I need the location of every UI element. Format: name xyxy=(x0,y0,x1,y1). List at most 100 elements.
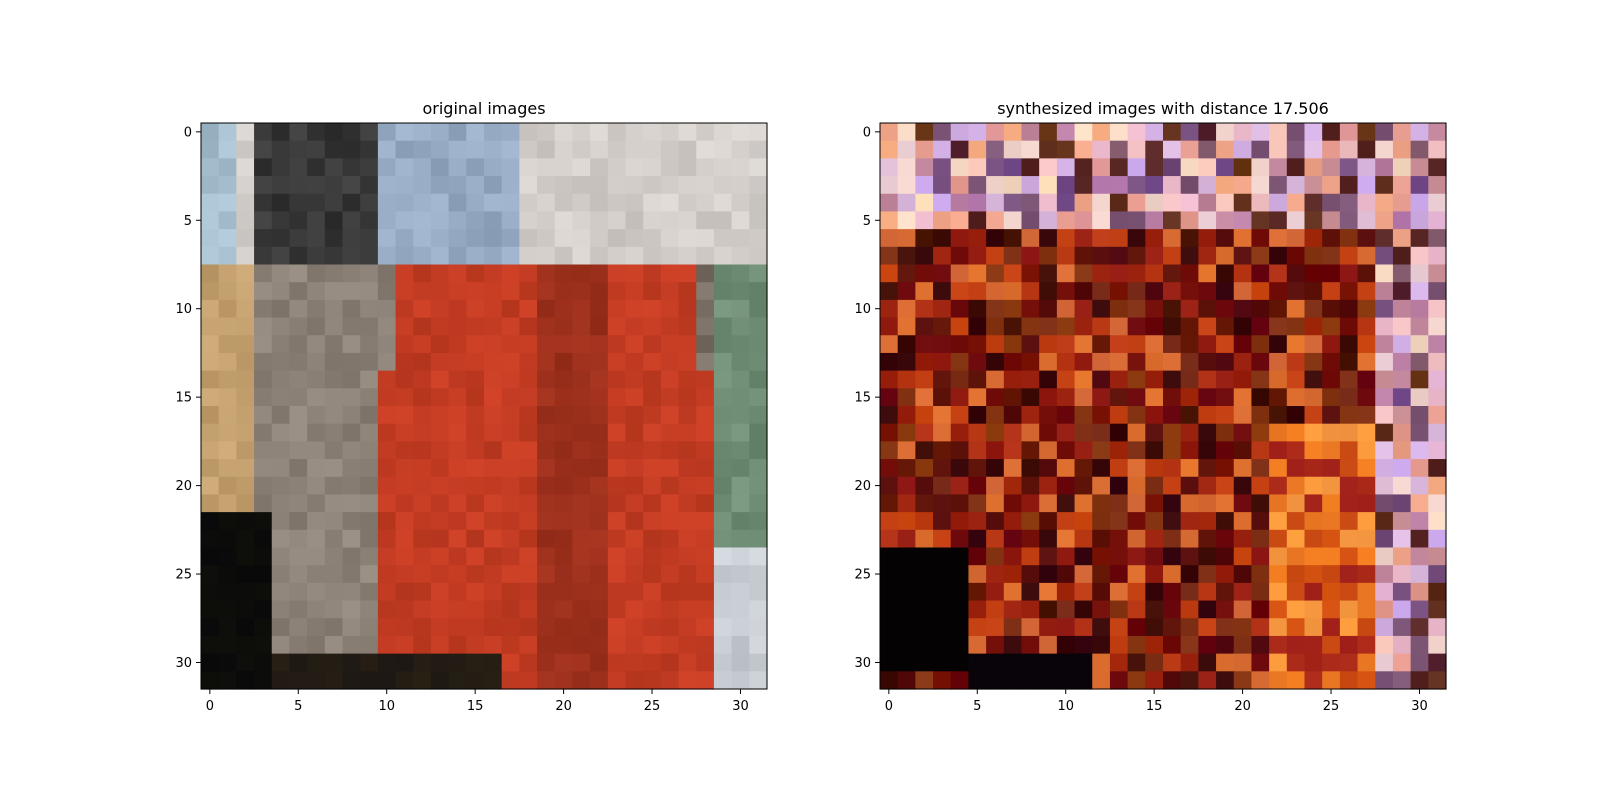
image-pixel xyxy=(1269,317,1288,336)
image-pixel xyxy=(915,211,934,230)
image-pixel xyxy=(1056,282,1076,301)
image-pixel xyxy=(1163,335,1182,354)
image-pixel xyxy=(678,282,697,301)
image-pixel xyxy=(678,618,697,637)
image-pixel xyxy=(413,229,432,248)
image-pixel xyxy=(1428,406,1447,425)
image-pixel xyxy=(1127,671,1146,690)
image-pixel xyxy=(660,459,680,478)
image-pixel xyxy=(625,635,644,655)
image-pixel xyxy=(950,123,970,142)
image-pixel xyxy=(678,352,697,372)
image-pixel xyxy=(625,671,644,690)
image-pixel xyxy=(1180,671,1199,690)
image-pixel xyxy=(1322,653,1341,672)
image-pixel xyxy=(660,565,680,584)
image-pixel xyxy=(448,370,467,389)
image-pixel xyxy=(572,565,591,584)
image-pixel xyxy=(395,370,414,389)
image-pixel xyxy=(1216,282,1235,301)
image-pixel xyxy=(236,547,255,566)
image-pixel xyxy=(413,264,432,283)
y-tick-label: 10 xyxy=(854,302,871,317)
image-pixel xyxy=(271,547,291,566)
image-pixel xyxy=(1056,635,1076,655)
image-pixel xyxy=(660,370,680,389)
image-pixel xyxy=(1304,282,1323,301)
image-pixel xyxy=(271,123,291,142)
x-tick-label: 5 xyxy=(294,699,302,714)
image-pixel xyxy=(466,618,485,637)
image-pixel xyxy=(448,512,467,531)
image-pixel xyxy=(678,406,697,425)
image-pixel xyxy=(218,600,237,619)
image-pixel xyxy=(880,176,899,195)
image-pixel xyxy=(537,388,556,407)
image-pixel xyxy=(324,176,344,195)
image-pixel xyxy=(1180,423,1199,442)
image-pixel xyxy=(360,547,379,566)
image-pixel xyxy=(1039,512,1058,531)
image-pixel xyxy=(1410,176,1429,195)
image-pixel xyxy=(1039,529,1058,549)
image-pixel xyxy=(484,317,503,336)
image-pixel xyxy=(749,635,768,655)
image-pixel xyxy=(1163,565,1182,584)
image-pixel xyxy=(1216,441,1235,460)
image-pixel xyxy=(950,264,970,283)
image-pixel xyxy=(1180,494,1199,513)
image-pixel xyxy=(1286,370,1306,389)
image-pixel xyxy=(1074,264,1093,283)
image-pixel xyxy=(448,529,467,549)
image-pixel xyxy=(1410,494,1429,513)
image-pixel xyxy=(986,547,1005,566)
image-pixel xyxy=(1074,370,1093,389)
image-pixel xyxy=(897,618,916,637)
image-pixel xyxy=(590,158,609,177)
image-pixel xyxy=(643,176,662,195)
image-pixel xyxy=(201,441,220,460)
image-pixel xyxy=(201,193,220,213)
image-pixel xyxy=(1109,388,1129,407)
image-pixel xyxy=(395,441,414,460)
image-pixel xyxy=(1286,211,1306,230)
image-pixel xyxy=(1392,671,1412,690)
image-pixel xyxy=(377,441,397,460)
image-pixel xyxy=(1056,299,1076,319)
image-pixel xyxy=(696,282,715,301)
image-pixel xyxy=(1021,512,1040,531)
image-pixel xyxy=(413,494,432,513)
image-pixel xyxy=(413,352,432,372)
image-pixel xyxy=(897,282,916,301)
image-pixel xyxy=(1233,547,1253,566)
image-pixel xyxy=(660,529,680,549)
image-pixel xyxy=(678,547,697,566)
image-pixel xyxy=(271,299,291,319)
image-pixel xyxy=(1163,512,1182,531)
image-pixel xyxy=(1163,370,1182,389)
image-pixel xyxy=(1003,246,1023,266)
image-pixel xyxy=(731,264,750,283)
image-pixel xyxy=(466,317,485,336)
image-pixel xyxy=(1269,229,1288,248)
image-pixel xyxy=(625,193,644,213)
image-pixel xyxy=(307,335,326,354)
image-pixel xyxy=(968,529,987,549)
image-pixel xyxy=(413,140,432,159)
image-pixel xyxy=(201,529,220,549)
image-pixel xyxy=(501,600,520,619)
image-pixel xyxy=(968,246,987,266)
image-pixel xyxy=(1198,282,1217,301)
image-pixel xyxy=(501,547,520,566)
image-pixel xyxy=(880,264,899,283)
image-pixel xyxy=(519,653,538,672)
image-pixel xyxy=(377,123,397,142)
image-pixel xyxy=(271,529,291,549)
image-pixel xyxy=(1180,352,1199,372)
image-pixel xyxy=(643,406,662,425)
image-pixel xyxy=(607,246,627,266)
image-pixel xyxy=(307,140,326,159)
image-pixel xyxy=(933,123,952,142)
image-pixel xyxy=(289,547,308,566)
image-pixel xyxy=(1216,529,1235,549)
